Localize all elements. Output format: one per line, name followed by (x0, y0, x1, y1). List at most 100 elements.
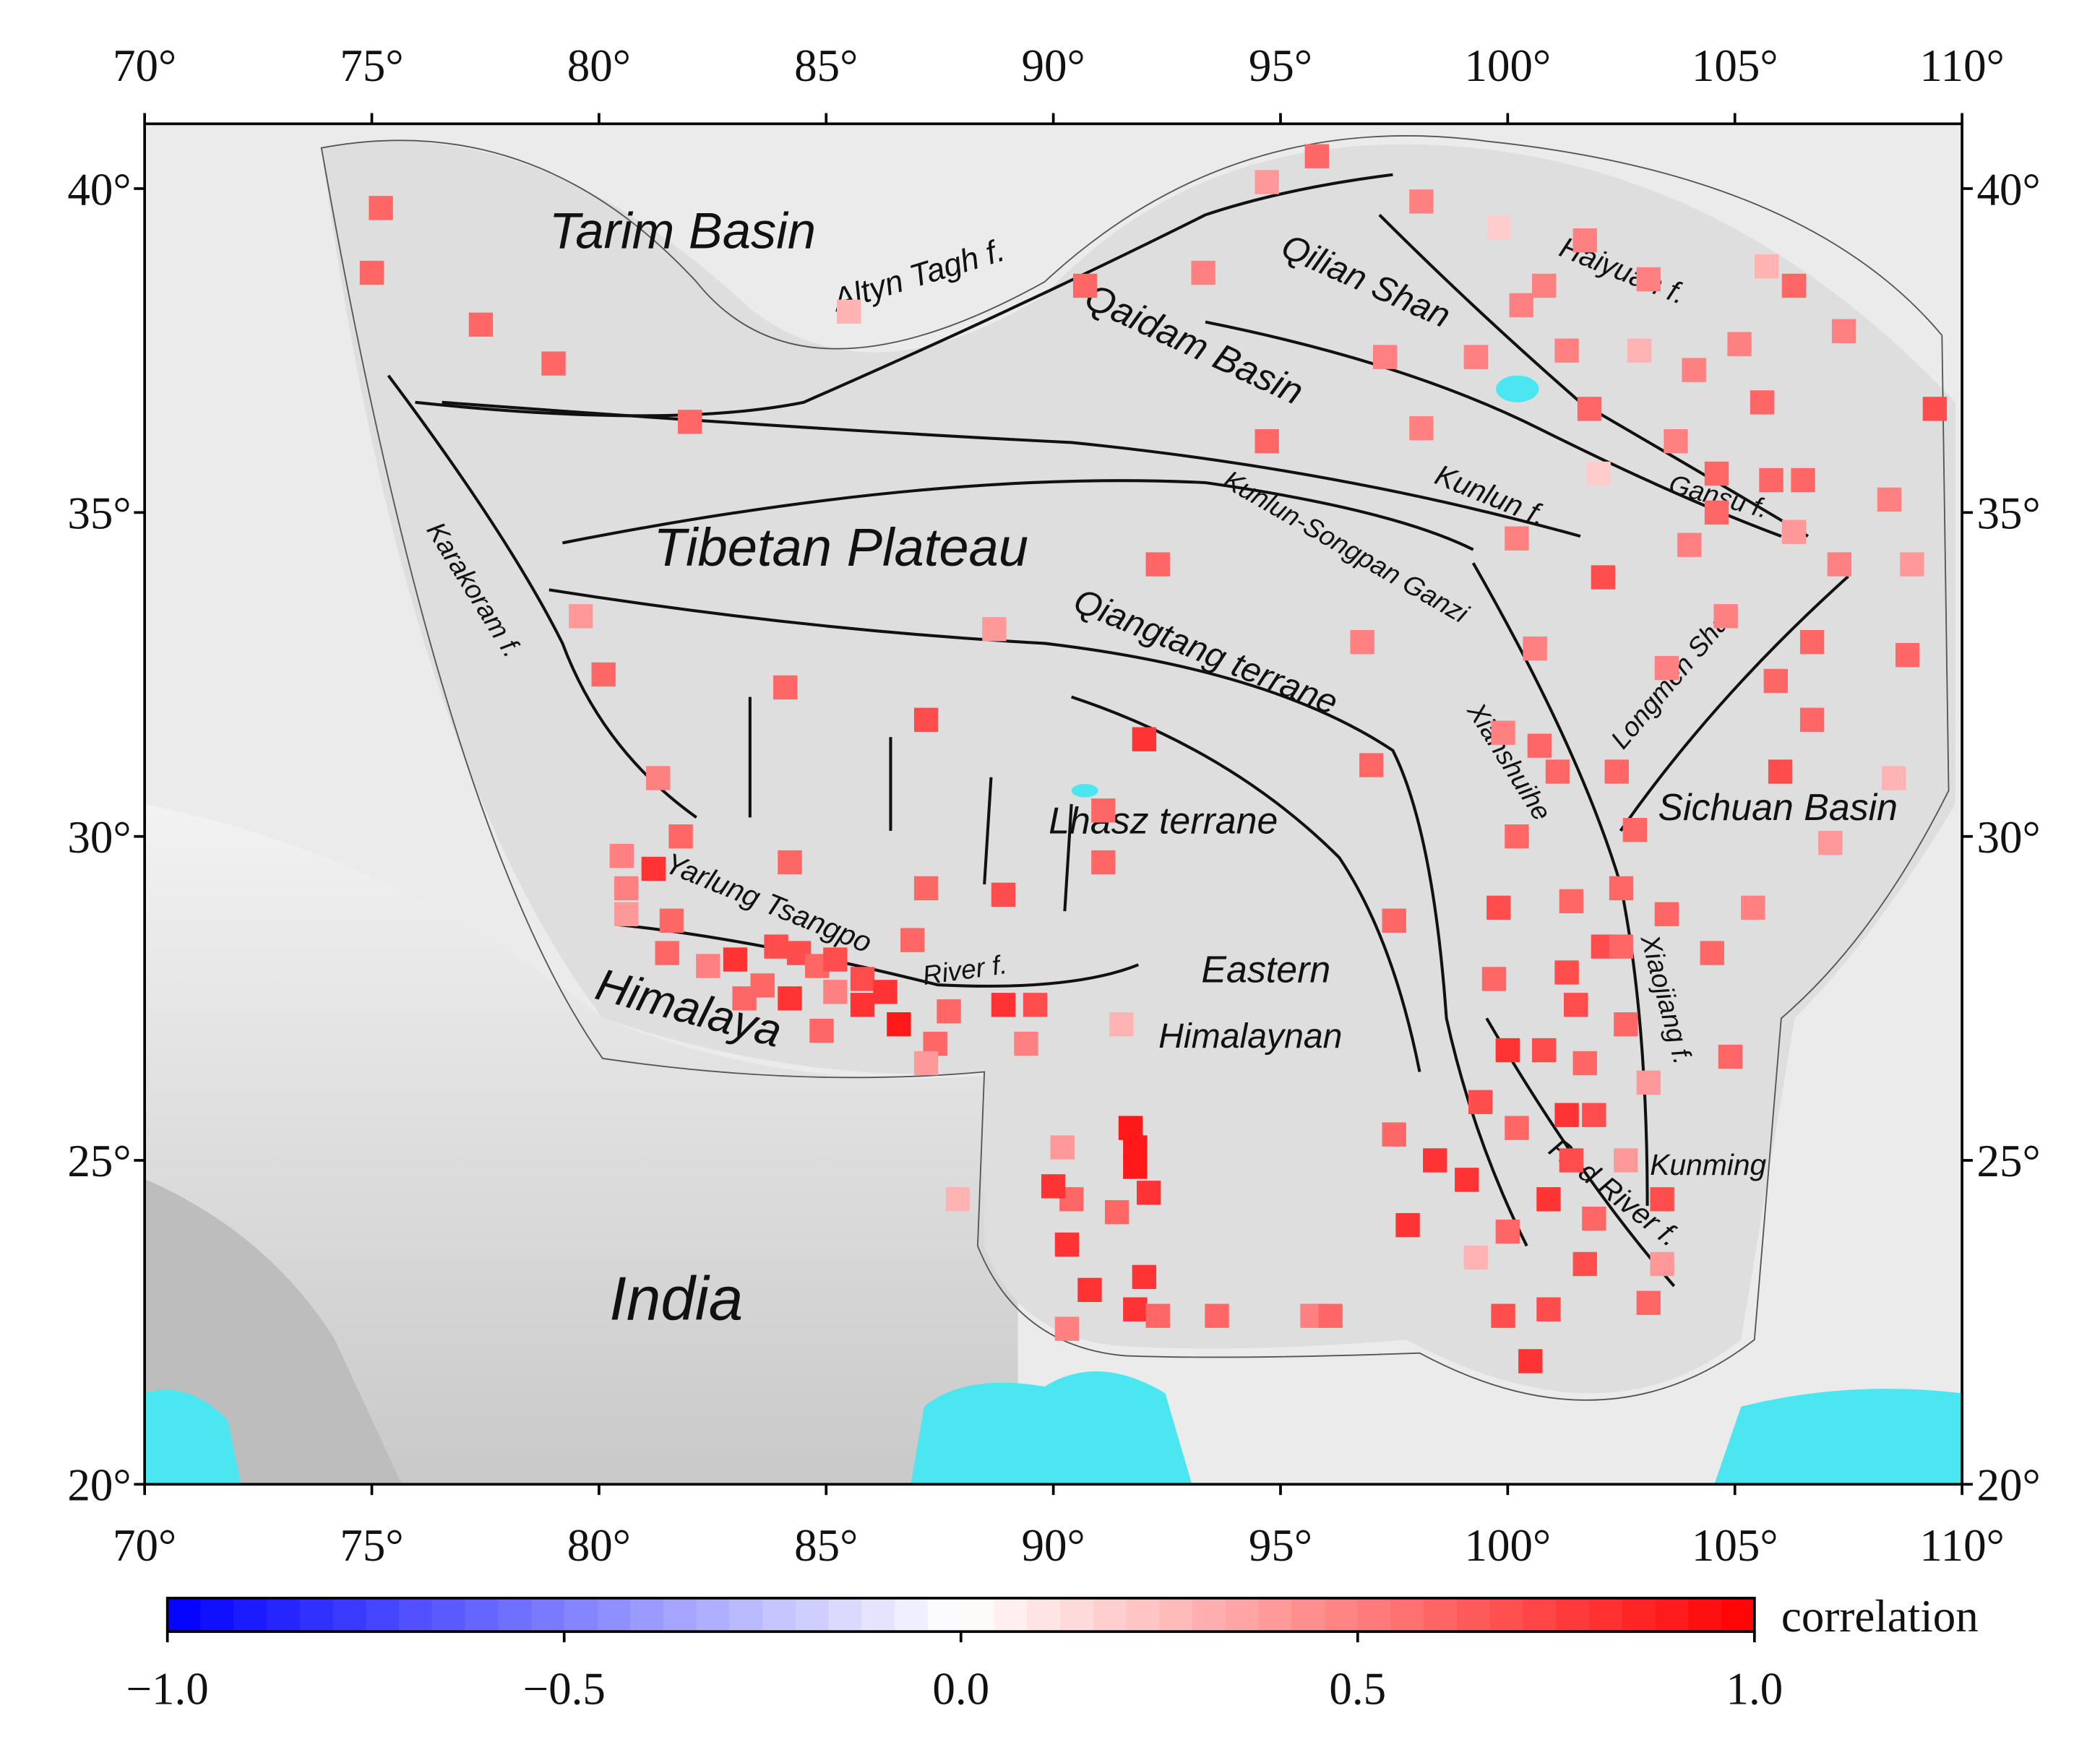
basemap (145, 124, 1963, 1485)
colorbar-step (1622, 1597, 1656, 1632)
station-marker (1759, 467, 1783, 493)
y-tick-label: 25° (67, 1136, 131, 1186)
station-marker (609, 843, 634, 868)
station-marker (1350, 629, 1374, 655)
station-marker (1536, 1297, 1561, 1321)
station-marker (732, 986, 757, 1011)
y-tick-label: 25° (1976, 1136, 2040, 1186)
station-marker (1768, 759, 1793, 784)
station-marker (1491, 1303, 1515, 1328)
x-tick-label: 95° (1249, 1520, 1312, 1571)
place-label: Lhasz terrane (1049, 800, 1278, 842)
station-marker (1677, 532, 1702, 557)
station-marker (723, 947, 748, 972)
station-marker (1491, 720, 1515, 745)
station-marker (773, 675, 798, 700)
station-marker (1627, 338, 1652, 363)
colorbar-step (1325, 1597, 1359, 1632)
station-marker (1136, 1181, 1161, 1205)
station-marker (1468, 1090, 1493, 1114)
station-marker (1799, 707, 1825, 732)
colorbar-step (1027, 1597, 1061, 1632)
colorbar-step (663, 1597, 697, 1632)
station-marker (873, 980, 898, 1004)
station-marker (1604, 759, 1629, 784)
station-marker (468, 312, 494, 337)
station-marker (1763, 668, 1789, 694)
station-marker (1023, 993, 1048, 1017)
station-marker (1664, 429, 1688, 454)
station-marker (913, 707, 939, 732)
station-marker (1041, 1174, 1066, 1199)
station-marker (1755, 254, 1779, 279)
colorbar-step (1390, 1597, 1425, 1632)
y-tick-label: 40° (67, 164, 131, 215)
colorbar-step (299, 1597, 334, 1632)
colorbar-step (200, 1597, 235, 1632)
colorbar-step (1126, 1597, 1161, 1632)
station-marker (1050, 1135, 1075, 1160)
x-tick-label: 70° (113, 1520, 176, 1571)
y-tick-label: 30° (67, 812, 131, 863)
station-marker (1072, 273, 1098, 298)
colorbar-step (895, 1597, 929, 1632)
station-marker (1900, 552, 1924, 577)
station-marker (645, 766, 671, 790)
station-marker (887, 1012, 911, 1037)
y-tick-label: 40° (1976, 164, 2040, 215)
station-marker (1545, 759, 1570, 784)
station-marker (764, 934, 788, 959)
station-marker (1877, 487, 1902, 512)
station-marker (1382, 1122, 1406, 1147)
colorbar: correlation −1.0 −0.5 0.0 0.5 1.0 (126, 1591, 1979, 1714)
station-marker (1054, 1316, 1080, 1341)
colorbar-step (1291, 1597, 1325, 1632)
colorbar-step (530, 1597, 565, 1632)
station-marker (1109, 1012, 1134, 1037)
station-marker (1505, 1116, 1529, 1140)
station-marker (1014, 1031, 1038, 1056)
station-marker (1614, 1012, 1638, 1037)
station-marker (1554, 1103, 1579, 1127)
colorbar-step (332, 1597, 367, 1632)
station-marker (1609, 876, 1634, 901)
station-marker (668, 824, 693, 849)
station-marker (823, 980, 848, 1004)
station-marker (1622, 818, 1648, 842)
x-tick-label: 110° (1919, 40, 2004, 91)
station-marker (1704, 500, 1729, 525)
station-marker (1205, 1303, 1229, 1328)
station-marker (1054, 1232, 1080, 1257)
station-marker (1559, 1148, 1584, 1173)
station-marker (1636, 1070, 1661, 1095)
station-marker (1518, 1349, 1543, 1374)
station-marker (1781, 273, 1807, 298)
station-marker (1922, 397, 1948, 421)
colorbar-step (1589, 1597, 1623, 1632)
colorbar-tick-label: 1.0 (1726, 1663, 1783, 1714)
station-marker (1486, 215, 1511, 240)
station-marker (1650, 1187, 1674, 1212)
station-marker (1682, 358, 1706, 382)
y-tick-label: 20° (1976, 1460, 2040, 1511)
station-marker (1614, 1148, 1638, 1173)
colorbar-step (1060, 1597, 1094, 1632)
station-marker (1636, 267, 1661, 292)
colorbar-step (1556, 1597, 1591, 1632)
station-marker (1531, 273, 1557, 298)
station-marker (1255, 429, 1279, 454)
colorbar-step (795, 1597, 830, 1632)
station-marker (1564, 993, 1588, 1017)
colorbar-step (960, 1597, 995, 1632)
station-marker (991, 993, 1016, 1017)
station-marker (1409, 189, 1434, 214)
station-marker (1781, 519, 1807, 544)
station-marker (1495, 1219, 1520, 1244)
place-label: Tibetan Plateau (653, 517, 1028, 577)
station-marker (359, 260, 384, 285)
y-tick-label: 30° (1976, 812, 2040, 863)
colorbar-step (1721, 1597, 1755, 1632)
colorbar-step (1489, 1597, 1524, 1632)
